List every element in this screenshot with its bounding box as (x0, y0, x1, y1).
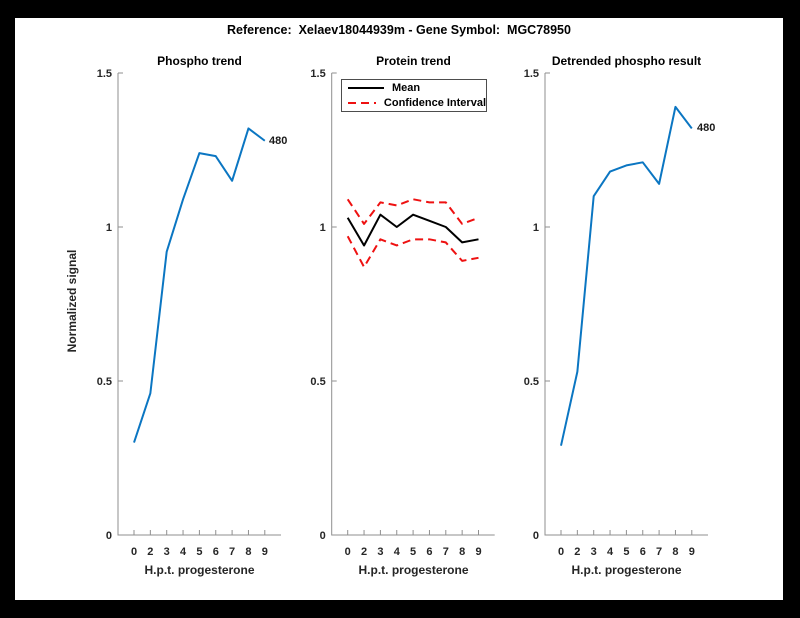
x-tick-label: 7 (656, 546, 662, 558)
x-tick-label: 5 (196, 546, 202, 558)
mean-line-sample-icon (348, 87, 384, 89)
legend-label-ci: Confidence Interval (383, 97, 486, 109)
y-tick-label: 0.5 (524, 376, 539, 388)
x-tick-label: 6 (213, 546, 219, 558)
x-tick-label: 4 (394, 546, 401, 558)
figure-canvas: Reference: Xelaev18044939m - Gene Symbol… (15, 18, 783, 600)
axis-line (331, 73, 495, 536)
subplot3-title: Detrended phospho result (551, 54, 702, 68)
legend: Mean Confidence Interval (341, 79, 487, 112)
y-tick-label: 1.5 (524, 68, 539, 80)
x-tick-label: 0 (558, 546, 564, 558)
series-line (346, 198, 479, 225)
subplot3-endpoint-annotation: 480 (697, 122, 716, 134)
subplot2-x-axis-label: H.p.t. progesterone (358, 563, 469, 577)
axis-line (117, 73, 281, 536)
series-line (560, 105, 693, 446)
x-tick-label: 8 (245, 546, 251, 558)
y-tick-label: 1 (533, 222, 539, 234)
y-tick-label: 0.5 (310, 376, 325, 388)
x-tick-label: 6 (426, 546, 432, 558)
y-tick-label: 1.5 (310, 68, 325, 80)
x-tick-label: 4 (607, 546, 614, 558)
x-tick-label: 9 (689, 546, 695, 558)
x-tick-label: 5 (410, 546, 416, 558)
x-tick-label: 0 (131, 546, 137, 558)
legend-row-mean: Mean (348, 81, 486, 95)
y-tick-label: 1.5 (97, 68, 112, 80)
y-tick-label: 0 (533, 530, 539, 542)
subplot1-endpoint-annotation: 480 (269, 135, 288, 147)
y-tick-label: 1 (320, 222, 326, 234)
legend-label-mean: Mean (392, 82, 421, 94)
figure-title: Reference: Xelaev18044939m - Gene Symbol… (227, 23, 571, 37)
y-tick-label: 0 (320, 530, 326, 542)
x-tick-label: 7 (229, 546, 235, 558)
x-tick-label: 3 (164, 546, 170, 558)
x-tick-label: 3 (377, 546, 383, 558)
x-tick-label: 7 (443, 546, 449, 558)
x-tick-label: 8 (459, 546, 465, 558)
x-tick-label: 9 (262, 546, 268, 558)
x-tick-label: 5 (623, 546, 629, 558)
series-line (133, 127, 266, 443)
ci-line-sample-icon (348, 102, 376, 104)
x-tick-label: 2 (574, 546, 580, 558)
x-tick-label: 8 (672, 546, 678, 558)
x-tick-label: 4 (180, 546, 187, 558)
legend-row-ci: Confidence Interval (348, 96, 486, 110)
subplot3-x-axis-label: H.p.t. progesterone (571, 563, 682, 577)
x-tick-label: 2 (147, 546, 153, 558)
x-tick-label: 0 (345, 546, 351, 558)
x-tick-label: 9 (475, 546, 481, 558)
y-tick-label: 0 (106, 530, 112, 542)
x-tick-label: 2 (361, 546, 367, 558)
subplot1-x-axis-label: H.p.t. progesterone (144, 563, 255, 577)
y-tick-label: 1 (106, 222, 112, 234)
x-tick-label: 6 (640, 546, 646, 558)
x-tick-label: 3 (591, 546, 597, 558)
subplot2-title: Protein trend (376, 54, 451, 68)
series-line (346, 213, 479, 247)
series-line (346, 235, 479, 269)
subplot1-title: Phospho trend (157, 54, 242, 68)
axis-line (544, 73, 708, 536)
y-tick-label: 0.5 (97, 376, 112, 388)
plots-svg: 00.511.50 2 3 4 5 6 7 8 900.511.50 2 3 4 5 6 7 8 900.511… (97, 68, 708, 558)
